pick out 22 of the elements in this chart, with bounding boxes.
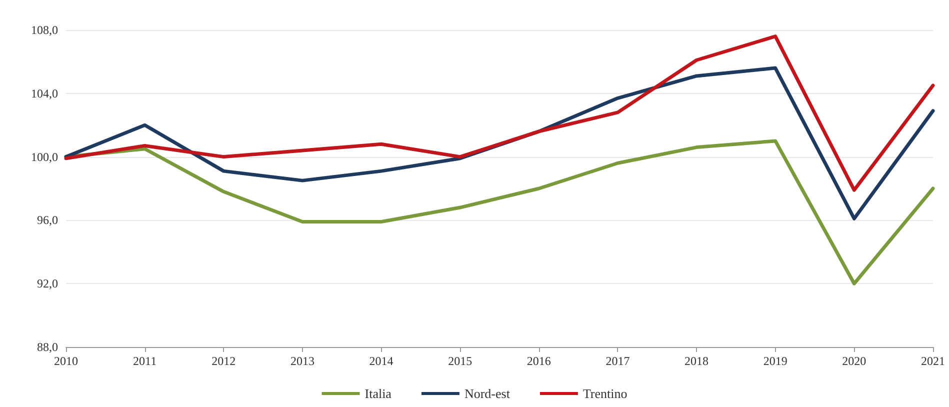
y-tick-label: 100,0 (31, 150, 58, 164)
legend-label: Trentino (582, 386, 628, 401)
x-tick-label: 2010 (54, 354, 78, 368)
x-tick-label: 2021 (921, 354, 945, 368)
x-tick-label: 2013 (290, 354, 314, 368)
y-tick-label: 88,0 (37, 340, 58, 354)
y-tick-label: 96,0 (37, 213, 58, 228)
x-tick-label: 2012 (212, 354, 236, 368)
y-tick-label: 108,0 (31, 23, 58, 37)
x-tick-label: 2018 (684, 354, 709, 368)
x-tick-label: 2017 (606, 354, 630, 368)
y-tick-label: 92,0 (37, 276, 58, 291)
legend-label: Nord-est (464, 386, 510, 401)
x-tick-label: 2016 (526, 354, 551, 368)
legend-label: Italia (364, 386, 392, 401)
x-tick-label: 2019 (763, 354, 788, 368)
x-tick-label: 2020 (842, 354, 866, 368)
y-tick-label: 104,0 (31, 86, 58, 100)
x-tick-label: 2015 (448, 354, 472, 368)
x-tick-label: 2011 (133, 354, 157, 368)
x-tick-label: 2014 (369, 354, 394, 368)
line-series (64, 34, 935, 192)
